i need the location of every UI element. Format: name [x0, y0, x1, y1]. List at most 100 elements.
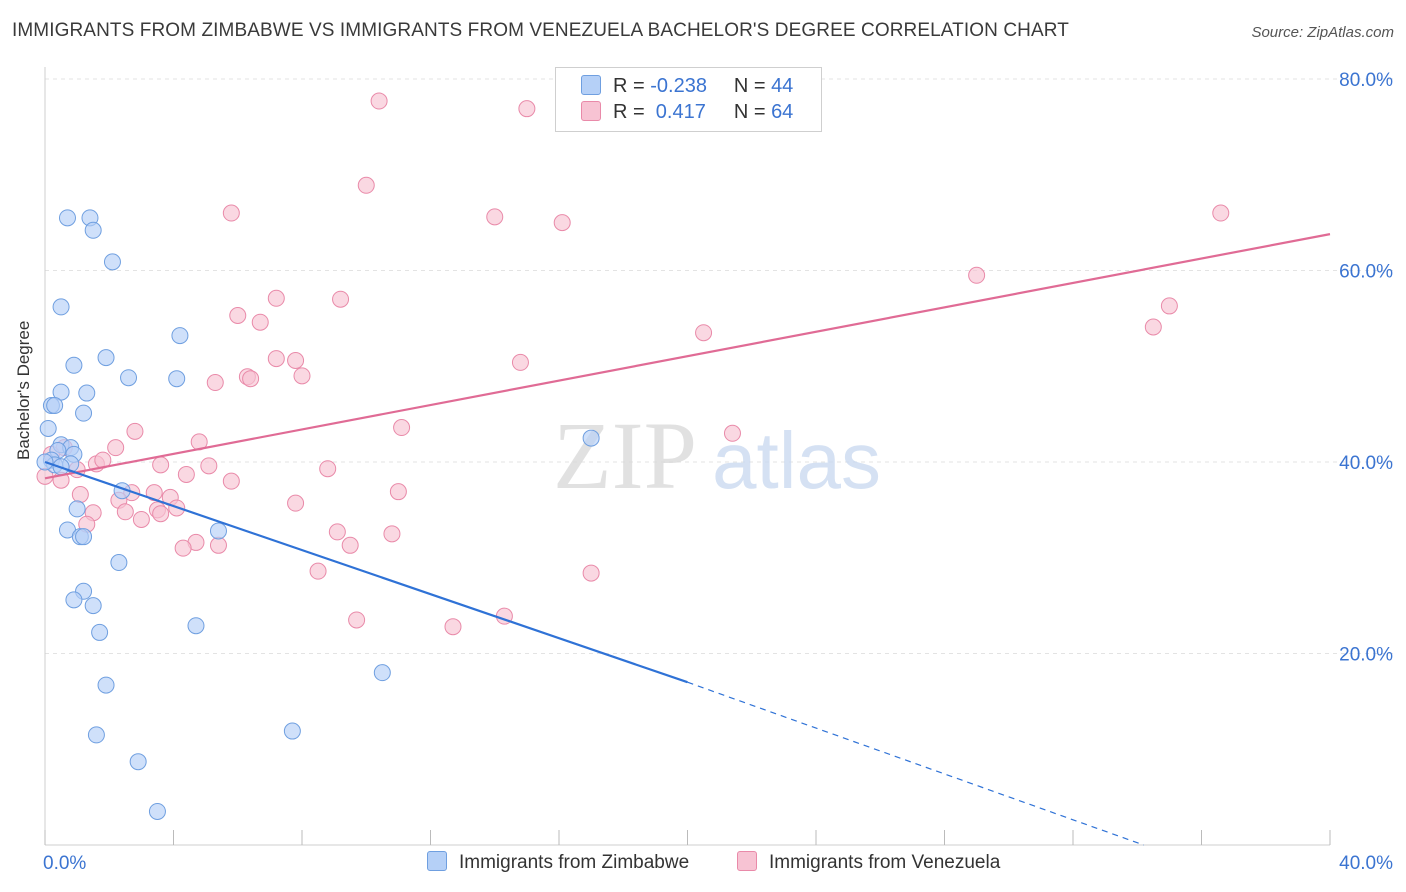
point-zimbabwe [58, 209, 76, 227]
point-zimbabwe [129, 753, 147, 771]
point-venezuela [152, 456, 170, 474]
point-venezuela [222, 204, 240, 222]
point-venezuela [1160, 297, 1178, 315]
point-venezuela [242, 370, 260, 388]
point-venezuela [132, 510, 150, 528]
zimbabwe-swatch [581, 75, 601, 95]
venezuela-n-label: N = [733, 101, 766, 123]
y-tick-label: 60.0% [1339, 262, 1393, 283]
point-venezuela [582, 564, 600, 582]
point-zimbabwe [582, 429, 600, 447]
tick-labels: 20.0% 40.0% 60.0% 80.0% 0.0% 40.0% [43, 70, 1393, 874]
point-venezuela [174, 539, 192, 557]
stats-row-venezuela: R = 0.417 N = 64 [581, 101, 793, 127]
point-venezuela [357, 176, 375, 194]
point-venezuela [723, 424, 741, 442]
point-zimbabwe [84, 221, 102, 239]
venezuela-swatch [581, 101, 601, 121]
trend-line-zimbabwe [44, 460, 688, 684]
point-zimbabwe [65, 591, 83, 609]
point-venezuela [177, 465, 195, 483]
chart-title: IMMIGRANTS FROM ZIMBABWE VS IMMIGRANTS F… [12, 20, 1069, 41]
point-zimbabwe [65, 356, 83, 374]
point-zimbabwe [373, 664, 391, 682]
point-zimbabwe [171, 327, 189, 345]
y-tick-label: 80.0% [1339, 70, 1393, 91]
zimbabwe-r-value: -0.238 [650, 75, 707, 97]
point-venezuela [695, 324, 713, 342]
point-venezuela [206, 374, 224, 392]
source-note: Source: ZipAtlas.com [1251, 24, 1394, 41]
point-venezuela [968, 266, 986, 284]
x-tick-label: 40.0% [1339, 853, 1393, 874]
venezuela-r-label: R = [613, 101, 645, 123]
point-zimbabwe [283, 722, 301, 740]
trend-line-zimbabwe-extension [687, 681, 1144, 846]
point-venezuela [229, 307, 247, 325]
point-venezuela [71, 486, 89, 504]
venezuela-r-value: 0.417 [650, 101, 706, 123]
gridlines [45, 78, 1395, 654]
point-venezuela [348, 611, 366, 629]
point-venezuela [341, 536, 359, 554]
point-zimbabwe [91, 623, 109, 641]
point-venezuela [1144, 318, 1162, 336]
point-venezuela [293, 367, 311, 385]
point-zimbabwe [52, 298, 70, 316]
stats-row-zimbabwe: R = -0.238 N = 44 [581, 75, 793, 101]
legend-label-venezuela: Immigrants from Venezuela [769, 852, 1001, 873]
point-zimbabwe [68, 500, 86, 518]
trend-line-venezuela [44, 233, 1331, 480]
point-venezuela [126, 422, 144, 440]
zimbabwe-n-label: N = [733, 75, 766, 97]
point-venezuela [389, 483, 407, 501]
y-tick-label: 20.0% [1339, 645, 1393, 666]
point-venezuela [1212, 204, 1230, 222]
point-venezuela [267, 289, 285, 307]
point-zimbabwe [39, 419, 57, 437]
point-zimbabwe [97, 349, 115, 367]
point-venezuela [518, 100, 536, 118]
zimbabwe-n-value: 44 [771, 75, 794, 97]
point-zimbabwe [110, 554, 128, 572]
zimbabwe-r-label: R = [613, 75, 645, 97]
x-tick-label: 0.0% [43, 853, 86, 874]
venezuela-n-value: 64 [771, 101, 794, 123]
point-zimbabwe [46, 397, 64, 415]
legend-swatch-zimbabwe [427, 851, 447, 871]
point-zimbabwe [87, 726, 105, 744]
point-zimbabwe [209, 522, 227, 540]
point-venezuela [444, 618, 462, 636]
point-venezuela [287, 494, 305, 512]
legend-swatch-venezuela [737, 851, 757, 871]
legend-item-venezuela: Immigrants from Venezuela [737, 851, 1000, 874]
point-venezuela [309, 562, 327, 580]
point-venezuela [107, 439, 125, 457]
trend-lines [44, 233, 1331, 846]
point-zimbabwe [187, 617, 205, 635]
point-venezuela [222, 472, 240, 490]
point-venezuela [209, 536, 227, 554]
legend-item-zimbabwe: Immigrants from Zimbabwe [427, 851, 689, 874]
point-venezuela [370, 92, 388, 110]
point-zimbabwe [78, 384, 96, 402]
point-zimbabwe [168, 370, 186, 388]
legend-label-zimbabwe: Immigrants from Zimbabwe [459, 852, 690, 873]
watermark: ZIP atlas [553, 402, 881, 509]
point-venezuela [200, 457, 218, 475]
point-venezuela [287, 352, 305, 370]
watermark-zip: ZIP [553, 402, 697, 509]
point-zimbabwe [75, 404, 93, 422]
point-venezuela [319, 460, 337, 478]
point-zimbabwe [148, 802, 166, 820]
point-venezuela [251, 313, 269, 331]
point-venezuela [332, 290, 350, 308]
point-venezuela [383, 525, 401, 543]
point-zimbabwe [103, 253, 121, 271]
point-zimbabwe [84, 597, 102, 615]
point-venezuela [393, 419, 411, 437]
data-points [36, 92, 1230, 820]
point-venezuela [116, 503, 134, 521]
point-venezuela [145, 484, 163, 502]
